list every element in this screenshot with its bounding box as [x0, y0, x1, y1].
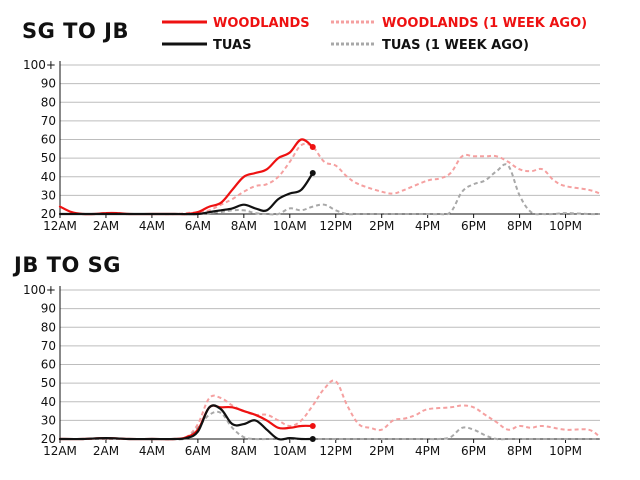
series-line-woodlands [58, 404, 314, 441]
legend-label-woodlands: WOODLANDS [213, 16, 310, 31]
chart-jb-to-sg: 20 30 40 50 60 70 80 90 100+ 12AM 2AM 4AM 6AM 8AM 10AM… [23, 283, 601, 458]
legend-label-tuas: TUAS [213, 38, 251, 53]
x-tick-label: 10AM [273, 219, 307, 233]
series-line-woodlands-week-ago [60, 379, 601, 441]
y-tick-label: 40 [41, 395, 56, 409]
x-tick-label: 8PM [507, 444, 532, 458]
y-tick-label: 40 [41, 170, 56, 184]
y-tick-label: 60 [41, 133, 56, 147]
chart-sg-to-jb: 20 30 40 50 60 70 80 90 100+ 12AM 2AM 4AM 6AM 8AM 10AM… [23, 58, 601, 233]
x-tick-label: 10PM [549, 219, 582, 233]
series-end-point-woodlands [309, 422, 316, 429]
y-tick-label: 100+ [23, 283, 56, 297]
x-tick-label: 4AM [139, 444, 165, 458]
series-line-tuas [58, 404, 314, 441]
x-tick-label: 10AM [273, 444, 307, 458]
x-tick-label: 6PM [461, 219, 486, 233]
chart-title-jb-to-sg: JB TO SG [12, 253, 121, 277]
series-line-tuas-week-ago [60, 163, 601, 216]
x-tick-label: 12PM [319, 444, 352, 458]
series-end-point-tuas [309, 170, 316, 177]
x-tick-label: 2PM [369, 444, 394, 458]
x-tick-label: 2PM [369, 219, 394, 233]
x-tick-label: 6AM [185, 444, 211, 458]
legend-label-tuas-week-ago: TUAS (1 WEEK AGO) [382, 38, 529, 53]
x-tick-label: 12AM [43, 219, 77, 233]
legend-label-woodlands-week-ago: WOODLANDS (1 WEEK AGO) [382, 16, 587, 31]
series-line-tuas-week-ago [60, 410, 600, 441]
x-tick-label: 8PM [507, 219, 532, 233]
x-tick-label: 8AM [231, 219, 257, 233]
x-tick-label: 10PM [549, 444, 582, 458]
legend: WOODLANDS TUAS WOODLANDS (1 WEEK AGO) TU… [162, 16, 587, 53]
x-tick-label: 4PM [415, 219, 440, 233]
y-tick-label: 50 [41, 376, 56, 390]
x-tick-label: 2AM [93, 219, 119, 233]
y-tick-label: 30 [41, 413, 56, 427]
x-tick-label: 4PM [415, 444, 440, 458]
y-tick-label: 80 [41, 320, 56, 334]
x-tick-label: 2AM [93, 444, 119, 458]
x-tick-label: 6PM [461, 444, 486, 458]
series-line-woodlands-week-ago [60, 142, 601, 216]
series-line-tuas [58, 171, 314, 216]
y-tick-label: 90 [41, 302, 56, 316]
x-tick-label: 8AM [231, 444, 257, 458]
y-tick-label: 80 [41, 95, 56, 109]
y-tick-label: 20 [41, 432, 56, 446]
y-tick-label: 90 [41, 77, 56, 91]
y-tick-label: 70 [41, 114, 56, 128]
x-tick-label: 12PM [319, 219, 352, 233]
y-tick-label: 30 [41, 188, 56, 202]
x-tick-label: 6AM [185, 219, 211, 233]
y-tick-label: 60 [41, 358, 56, 372]
y-tick-label: 100+ [23, 58, 56, 72]
series-end-point-tuas [309, 436, 316, 442]
y-tick-label: 50 [41, 151, 56, 165]
x-tick-label: 4AM [139, 219, 165, 233]
x-tick-label: 12AM [43, 444, 77, 458]
y-tick-label: 70 [41, 339, 56, 353]
y-tick-label: 20 [41, 207, 56, 221]
series-end-point-woodlands [309, 143, 316, 150]
chart-title-sg-to-jb: SG TO JB [22, 19, 129, 43]
